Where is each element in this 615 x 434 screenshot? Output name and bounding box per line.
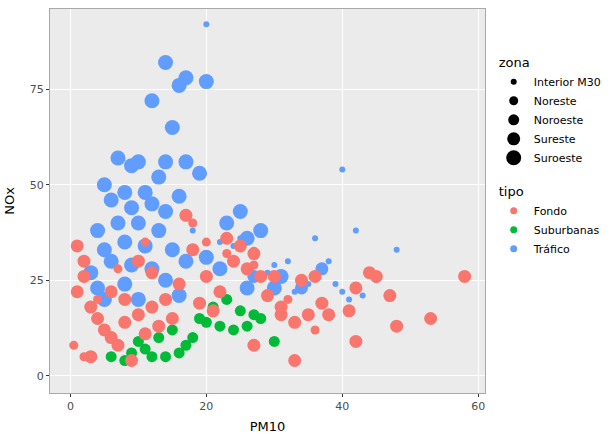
svg-text:60: 60: [471, 400, 485, 413]
svg-text:Fondo: Fondo: [534, 205, 568, 218]
svg-text:20: 20: [199, 400, 213, 413]
svg-text:Suburbanas: Suburbanas: [534, 224, 600, 237]
svg-text:Sureste: Sureste: [534, 133, 576, 146]
svg-text:tipo: tipo: [499, 184, 524, 199]
svg-text:NOx: NOx: [2, 187, 17, 215]
svg-text:PM10: PM10: [250, 419, 286, 434]
svg-text:25: 25: [30, 274, 44, 287]
svg-text:40: 40: [335, 400, 349, 413]
svg-text:0: 0: [37, 370, 44, 383]
svg-text:Noreste: Noreste: [534, 95, 577, 108]
svg-text:0: 0: [67, 400, 74, 413]
svg-text:75: 75: [30, 83, 44, 96]
svg-text:50: 50: [30, 179, 44, 192]
svg-text:Interior M30: Interior M30: [534, 76, 601, 89]
svg-text:Tráfico: Tráfico: [533, 243, 570, 256]
svg-text:zona: zona: [499, 55, 530, 70]
svg-text:Suroeste: Suroeste: [534, 152, 583, 165]
svg-text:Noroeste: Noroeste: [534, 114, 584, 127]
